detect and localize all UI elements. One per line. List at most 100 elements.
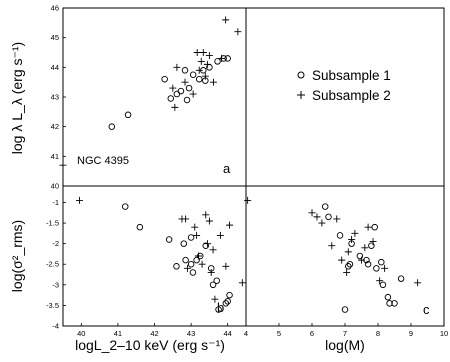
panel-a-point-s1	[185, 84, 193, 92]
markers	[59, 16, 422, 313]
panel-c-point-s2	[308, 209, 316, 217]
panel-b-ytick-label: -2	[52, 239, 59, 248]
ngc4395-annotation: NGC 4395	[77, 155, 129, 167]
panel-c-point-s1	[371, 223, 378, 231]
panel-b-point-s1	[222, 300, 230, 307]
panel-c-point-s2	[313, 213, 321, 221]
panel-b-xtick-label: 40	[77, 329, 85, 338]
panel-c-point-s2	[358, 256, 365, 264]
panel-a-point-s2	[171, 103, 179, 111]
panel-b-ytick-label: -3.5	[46, 301, 59, 310]
panel-a-point-s2	[193, 49, 201, 56]
panel-a-point-s1	[195, 75, 203, 83]
panel-c-point-s2	[348, 236, 356, 244]
panel-b-point-s1	[189, 269, 197, 276]
panel-a-ytick-label: 43	[51, 93, 59, 102]
panel-b-point-s2	[194, 252, 202, 260]
legend-plus-marker	[297, 91, 305, 99]
panel-c-point-s2	[318, 219, 326, 227]
panel-a-ytick-label: 44	[51, 63, 59, 72]
panel-c-xtick-label: 8	[376, 329, 380, 338]
panel-a-point-s1	[124, 111, 132, 119]
panel-b-ytick-label: -4	[52, 322, 59, 331]
panel-b-xtick-label: 44	[224, 329, 232, 338]
panel-b-ytick-label: -1	[52, 198, 59, 207]
panel-a-point-s2	[203, 60, 211, 68]
panel-a-point-s1	[189, 71, 197, 78]
panel-c-xtick-label: 4	[244, 329, 248, 338]
panel-a-point-s2	[197, 57, 205, 65]
panel-b-point-s1	[187, 234, 195, 241]
panel-b-point-s2	[204, 240, 212, 248]
panel-b-xtick-label: 43	[187, 329, 195, 338]
panel-b-point-s2	[205, 217, 213, 225]
panel-b-point-s1	[209, 281, 217, 289]
panel-c-xlabel: log(M)	[325, 337, 365, 353]
panel-c-xtick-label: 7	[343, 329, 347, 338]
panel-b-ytick-label: -3	[52, 280, 59, 289]
panel-a-point-s1	[167, 95, 175, 102]
panel-a-point-s2	[234, 28, 242, 36]
panel-c-point-s2	[361, 244, 369, 252]
panel-c-point-s1	[321, 203, 329, 210]
panel-c-point-s2	[351, 229, 359, 237]
panel-b-point-s2	[211, 295, 219, 303]
panel-a-ytick-label: 45	[51, 33, 59, 42]
panel-c-point-s1	[325, 213, 332, 221]
panel-b-point-s2	[209, 246, 217, 254]
panel-a-ytick-label: 42	[51, 122, 59, 131]
panel-a-ytick-label: 40	[51, 182, 59, 191]
panel-a-point-s2	[199, 49, 207, 56]
panel-c-point-s1	[336, 232, 344, 239]
panel-b-point-s1	[173, 263, 180, 270]
panel-b-point-s1	[182, 256, 189, 264]
panel-b-point-s1	[180, 240, 188, 247]
panel-a-point-s1	[214, 58, 221, 65]
panel-a-point-s1	[181, 67, 189, 74]
panel-a-point-s2	[173, 63, 181, 71]
panel-b-point-s1	[136, 223, 144, 231]
panel-b-point-s1	[187, 260, 195, 268]
panel-b-point-s1	[202, 242, 209, 249]
panel-a-point-s1	[108, 123, 116, 130]
panel-c-point-s2	[328, 242, 336, 250]
panel-a-ytick-label: 41	[51, 152, 59, 161]
panel-a-point-s1	[173, 90, 181, 98]
panel-c-point-s1	[368, 242, 375, 249]
panel-a-point-s1	[177, 87, 185, 95]
legend-item-1-label: Subsample 1	[312, 68, 391, 83]
panel-a-point-s2	[205, 51, 213, 59]
panel-c-point-s2	[244, 196, 252, 204]
panel-b-ytick-label: -1.5	[46, 219, 59, 228]
panel-b-ytick-label: -2.5	[46, 260, 59, 269]
panel-c-point-s2	[344, 248, 352, 256]
panel-b-xtick-label: 42	[150, 329, 158, 338]
panel-b-point-s1	[121, 203, 129, 210]
panel-c-xtick-label: 9	[409, 329, 413, 338]
panel-a-point-s2	[222, 16, 230, 24]
panel-c-xtick-label: 10	[440, 329, 448, 338]
panel-c-point-s1	[378, 258, 385, 266]
panel-c-point-s1	[379, 281, 387, 289]
panel-c-point-s2	[364, 223, 372, 231]
panel-c-point-s1	[341, 306, 349, 313]
panel-b-point-s2	[183, 264, 191, 272]
panel-b-point-s2	[182, 215, 190, 223]
panel-a-point-s2	[59, 161, 67, 169]
panel-a-point-s1	[161, 75, 168, 83]
panel-b-point-s2	[191, 223, 199, 231]
panel-b-point-s2	[216, 231, 224, 239]
panel-b-point-s2	[238, 279, 246, 287]
panel-b-point-s1	[165, 236, 173, 243]
panel-c-point-s2	[381, 264, 389, 272]
panel-b-letter: b	[217, 300, 224, 315]
panel-b-point-s2	[202, 211, 210, 219]
panel-b-point-s2	[193, 231, 201, 239]
panel-a-point-s2	[218, 54, 226, 62]
panel-b-point-s1	[213, 277, 220, 284]
panel-c-xtick-label: 5	[277, 329, 281, 338]
panel-b-point-s1	[226, 291, 233, 299]
panel-a-point-s2	[209, 78, 217, 86]
panel-c-point-s2	[343, 268, 351, 276]
